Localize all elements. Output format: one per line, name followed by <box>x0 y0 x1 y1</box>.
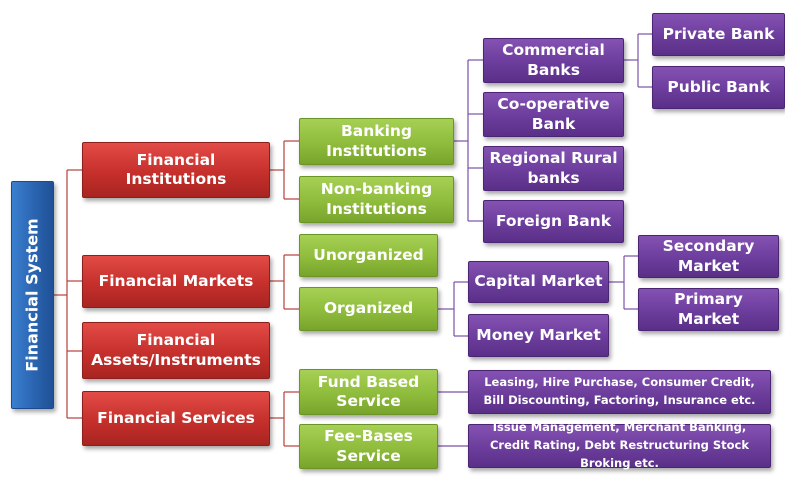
node-financial-markets: Financial Markets <box>82 255 270 308</box>
node-label: Financial Markets <box>98 271 254 290</box>
root-label: Financial System <box>22 218 42 372</box>
node-label: Leasing, Hire Purchase, Consumer Credit,… <box>483 375 756 407</box>
node-banking-institutions: Banking Institutions <box>299 118 454 165</box>
node-co-operative-bank: Co-operative Bank <box>483 92 624 137</box>
node-label: Banking Institutions <box>326 122 427 160</box>
root-financial-system: Financial System <box>11 181 54 409</box>
node-financial-institutions: Financial Institutions <box>82 142 270 198</box>
node-capital-market: Capital Market <box>468 261 609 303</box>
node-financial-services: Financial Services <box>82 391 270 446</box>
node-label: Regional Rural banks <box>489 149 618 187</box>
node-financial-assets: Financial Assets/Instruments <box>82 322 270 379</box>
node-primary-market: Primary Market <box>638 288 779 331</box>
node-private-bank: Private Bank <box>652 13 785 56</box>
node-label: Unorganized <box>313 245 424 264</box>
node-foreign-bank: Foreign Bank <box>483 200 624 243</box>
node-regional-rural-banks: Regional Rural banks <box>483 146 624 191</box>
node-label: Fund Based Service <box>317 372 420 410</box>
node-label: Commercial Banks <box>502 41 605 79</box>
node-non-banking-institutions: Non-banking Institutions <box>299 176 454 223</box>
node-label: Capital Market <box>474 272 603 291</box>
node-fee-bases-service: Fee-Bases Service <box>299 424 438 469</box>
node-label: Financial Services <box>97 408 255 427</box>
node-fee-based-description: Issue Management, Merchant Banking, Cred… <box>468 420 771 470</box>
node-fund-based-description: Leasing, Hire Purchase, Consumer Credit,… <box>468 370 771 414</box>
node-secondary-market: Secondary Market <box>638 235 779 278</box>
node-unorganized: Unorganized <box>299 234 438 277</box>
node-fund-based-service: Fund Based Service <box>299 369 438 415</box>
node-label: Foreign Bank <box>495 211 612 230</box>
node-label: Co-operative Bank <box>497 95 610 133</box>
node-commercial-banks: Commercial Banks <box>483 38 624 83</box>
node-label: Private Bank <box>662 24 775 43</box>
node-public-bank: Public Bank <box>652 66 785 109</box>
node-label: Primary Market <box>674 290 743 328</box>
node-label: Issue Management, Merchant Banking, Cred… <box>489 420 750 470</box>
node-money-market: Money Market <box>468 314 609 357</box>
node-label: Fee-Bases Service <box>324 427 413 465</box>
node-label: Financial Institutions <box>125 150 227 188</box>
node-label: Organized <box>323 299 414 318</box>
node-label: Money Market <box>476 325 601 344</box>
node-label: Non-banking Institutions <box>320 180 433 218</box>
node-label: Public Bank <box>667 77 770 96</box>
node-label: Secondary Market <box>662 237 755 275</box>
node-label: Financial Assets/Instruments <box>91 331 261 369</box>
node-organized: Organized <box>299 287 438 331</box>
